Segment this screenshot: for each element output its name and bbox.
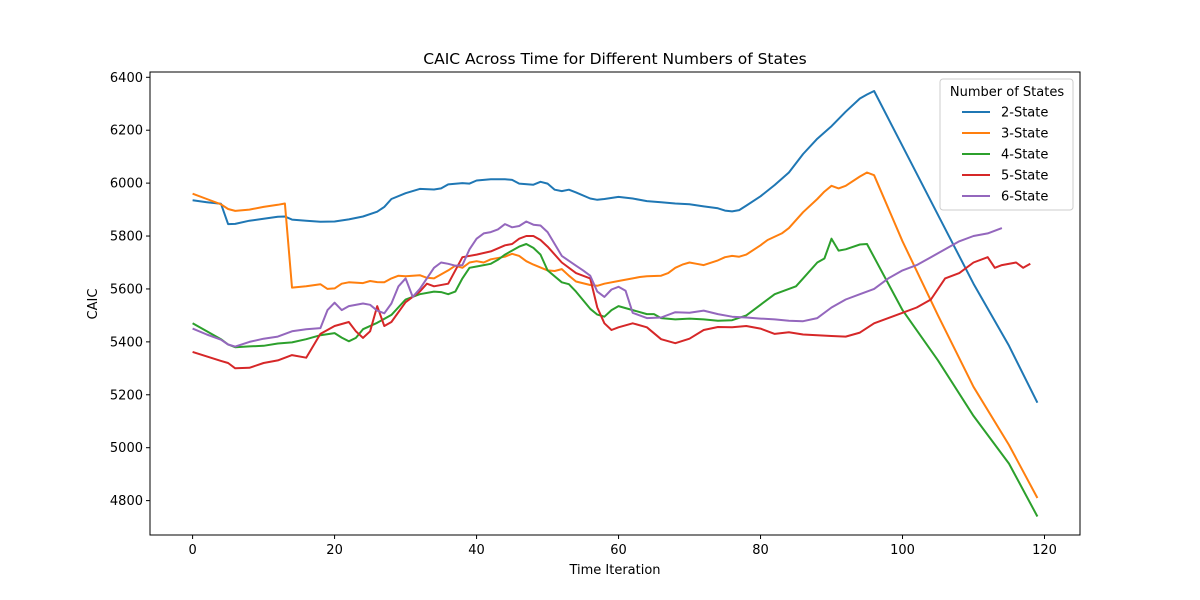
x-tick-label: 0 bbox=[188, 543, 196, 558]
y-tick-label: 6000 bbox=[110, 177, 143, 192]
y-tick-label: 5000 bbox=[110, 441, 143, 456]
chart-title: CAIC Across Time for Different Numbers o… bbox=[423, 50, 806, 68]
series-line-3 bbox=[192, 237, 1039, 517]
y-tick-label: 4800 bbox=[110, 494, 143, 509]
x-tick-label: 60 bbox=[610, 543, 627, 558]
y-tick-label: 5200 bbox=[110, 388, 143, 403]
y-tick-label: 5600 bbox=[110, 282, 143, 297]
y-tick-label: 6200 bbox=[110, 124, 143, 139]
x-tick-label: 40 bbox=[468, 543, 485, 558]
x-axis-label: Time Iteration bbox=[568, 563, 660, 578]
series-line-5 bbox=[192, 220, 1003, 348]
legend-label-5: 6-State bbox=[1001, 190, 1048, 205]
legend-label-1: 2-State bbox=[1001, 106, 1048, 121]
legend-label-3: 4-State bbox=[1001, 148, 1048, 163]
legend: Number of States 2-State 3-State 4-State 5-… bbox=[939, 78, 1074, 211]
legend-label-4: 5-State bbox=[1001, 169, 1048, 184]
y-tick-label: 6400 bbox=[110, 71, 143, 86]
axes-frame bbox=[149, 71, 1081, 536]
y-tick-label: 5800 bbox=[110, 230, 143, 245]
series-line-2 bbox=[192, 171, 1039, 499]
x-axis: 0 20 40 60 80 100 120 bbox=[188, 535, 1057, 558]
x-tick-label: 120 bbox=[1032, 543, 1057, 558]
x-tick-label: 20 bbox=[326, 543, 343, 558]
legend-label-2: 3-State bbox=[1001, 127, 1048, 142]
x-tick-label: 100 bbox=[890, 543, 915, 558]
series-line-1 bbox=[192, 90, 1039, 404]
y-axis-label: CAIC bbox=[86, 289, 101, 320]
series-line-4 bbox=[192, 235, 1031, 370]
y-tick-label: 5400 bbox=[110, 335, 143, 350]
legend-title: Number of States bbox=[950, 85, 1064, 100]
y-axis: 4800 5000 5200 5400 5600 5800 6000 6200 6400 bbox=[110, 71, 150, 509]
plot-area bbox=[192, 90, 1039, 517]
x-tick-label: 80 bbox=[752, 543, 769, 558]
